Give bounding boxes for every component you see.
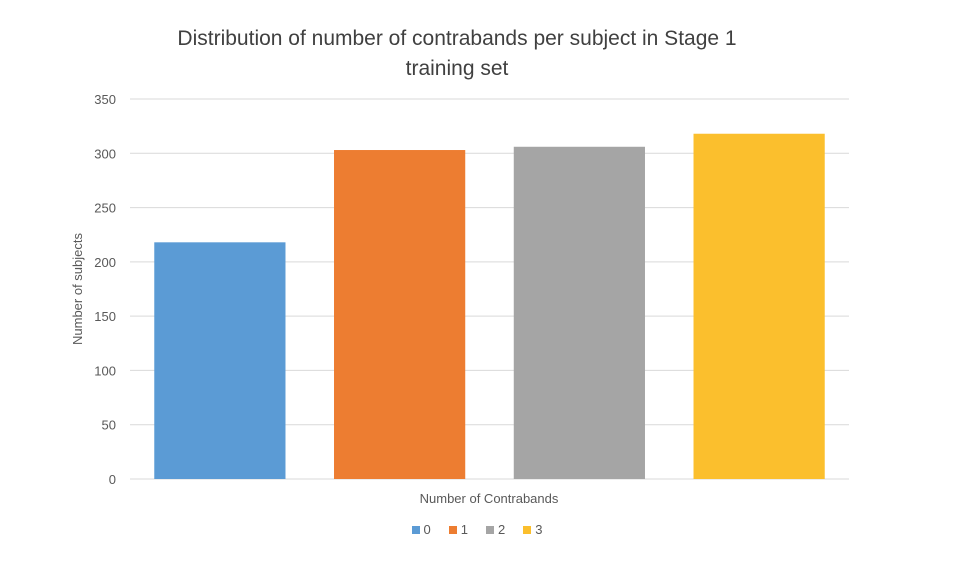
legend-swatch <box>523 525 532 534</box>
legend-label: 3 <box>535 522 543 537</box>
y-tick-label: 100 <box>94 363 116 378</box>
legend-label: 0 <box>423 522 431 537</box>
y-axis-label: Number of subjects <box>70 233 85 345</box>
x-axis-label: Number of Contrabands <box>420 491 559 506</box>
bar-series-1 <box>334 150 466 479</box>
legend-label: 2 <box>498 522 506 537</box>
y-tick-label: 300 <box>94 146 116 161</box>
chart-title-line-2: training set <box>405 57 509 80</box>
y-tick-label: 50 <box>102 418 116 433</box>
bar-series-3 <box>693 133 825 479</box>
y-tick-label: 150 <box>94 309 116 324</box>
bar-series-0 <box>154 242 286 479</box>
legend-item-3: 3 <box>523 522 542 537</box>
y-tick-label: 350 <box>94 92 116 107</box>
legend-swatch <box>486 525 494 534</box>
bar-series-2 <box>513 146 645 479</box>
chart-title-line-1: Distribution of number of contrabands pe… <box>177 27 737 50</box>
legend-item-0: 0 <box>411 522 431 537</box>
legend: 0 1 2 3 <box>0 522 954 537</box>
legend-item-2: 2 <box>486 522 505 537</box>
legend-swatch <box>448 525 457 534</box>
y-tick-label: 250 <box>94 201 116 216</box>
y-tick-label: 200 <box>94 255 116 270</box>
y-tick-labels: 0 50 100 150 200 250 300 350 <box>94 92 116 487</box>
legend-swatch <box>411 525 420 534</box>
y-tick-label: 0 <box>109 472 116 487</box>
legend-label: 1 <box>460 522 468 537</box>
legend-item-1: 1 <box>448 522 468 537</box>
bars <box>154 133 825 479</box>
